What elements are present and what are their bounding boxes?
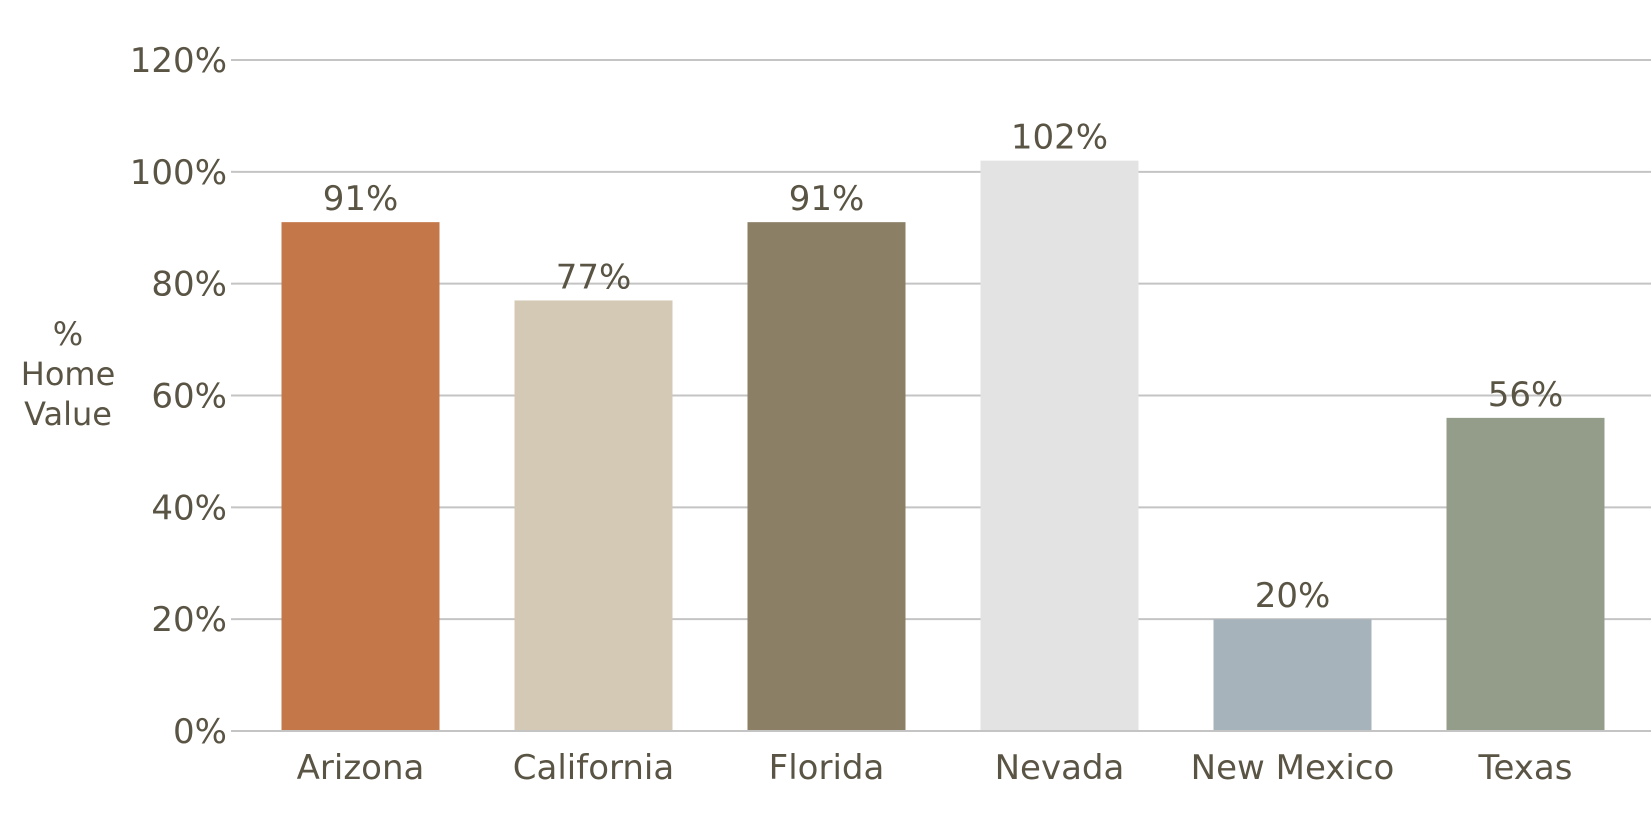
category-labels: Arizona California Florida Nevada New Mexico…: [235, 730, 1651, 788]
bar-value-label: 91%: [789, 179, 865, 219]
bar: [747, 222, 906, 732]
y-axis-label-line: Home: [21, 355, 116, 393]
bar-value-label: 20%: [1255, 576, 1331, 616]
bars: [281, 160, 1605, 732]
x-tick-label: Texas: [1478, 748, 1573, 788]
y-axis-ticks: 0% 20% 40% 60% 80% 100% 120%: [130, 41, 235, 752]
bar-value-label: 102%: [1011, 118, 1108, 158]
x-tick-label: Arizona: [297, 748, 425, 788]
gridlines: [235, 59, 1651, 732]
bar-value-label: 56%: [1488, 375, 1564, 415]
bar: [514, 300, 673, 731]
x-tick-label: Nevada: [995, 748, 1125, 788]
bar-value-label: 91%: [323, 179, 399, 219]
y-tick-label: 20%: [151, 600, 227, 640]
y-axis-label-line: Value: [24, 395, 112, 433]
y-tick-label: 100%: [130, 153, 227, 193]
y-tick-label: 0%: [173, 712, 227, 752]
bar-value-label: 77%: [556, 257, 632, 297]
x-tick-label: New Mexico: [1191, 748, 1395, 788]
bar: [1446, 417, 1605, 731]
y-tick-label: 40%: [151, 488, 227, 528]
x-tick-label: Florida: [769, 748, 885, 788]
y-tick-label: 120%: [130, 41, 227, 81]
y-tick-label: 80%: [151, 265, 227, 305]
x-tick-label: California: [513, 748, 674, 788]
bar: [980, 160, 1139, 731]
y-axis-label-line: %: [53, 315, 83, 353]
bar: [281, 222, 440, 732]
y-axis-label: % Home Value: [21, 315, 116, 433]
bar: [1213, 619, 1372, 731]
bar-value-labels: 91% 77% 91% 102% 20% 56%: [323, 118, 1564, 617]
y-tick-label: 60%: [151, 377, 227, 417]
